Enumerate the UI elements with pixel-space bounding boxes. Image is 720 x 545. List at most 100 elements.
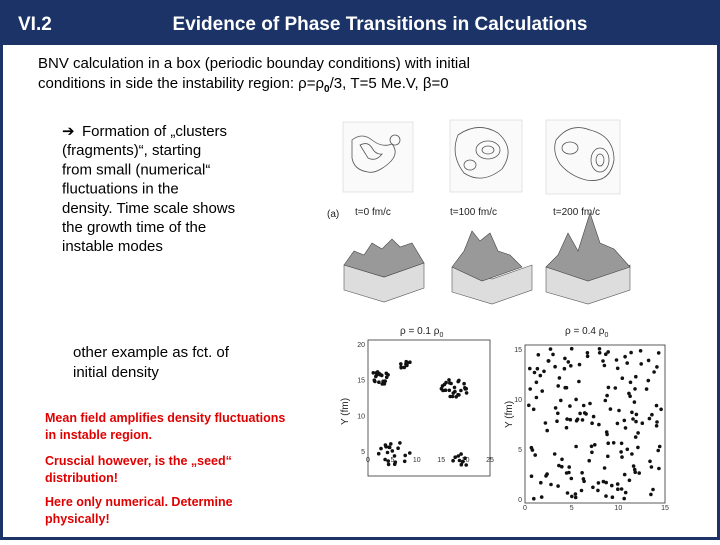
scatter-dot [557, 376, 562, 380]
scatter-dot [404, 360, 409, 365]
scatter-dot [634, 419, 638, 424]
x-tick-label: 15 [437, 457, 445, 464]
scatter-dot [593, 443, 597, 447]
text-part: = [307, 75, 316, 92]
time-label: t=0 fm/c [355, 207, 391, 218]
scatter-dot [568, 404, 572, 408]
scatter-dot [549, 482, 553, 487]
x-tick-label: 20 [462, 457, 470, 464]
subscript: 0 [604, 332, 608, 339]
scatter-dot [605, 393, 609, 398]
scatter-dot [533, 453, 537, 457]
symbol: β [423, 75, 432, 92]
x-tick-label: 0 [366, 457, 370, 464]
scatter-dot [384, 375, 389, 380]
scatter-dot [396, 446, 400, 451]
x-tick-label: 10 [614, 505, 622, 512]
scatter-dot [622, 418, 627, 423]
scatter-dot [631, 464, 636, 468]
time-label: t=100 fm/c [450, 207, 497, 218]
scatter-dot [459, 388, 463, 393]
scatter-dot [604, 480, 608, 485]
scatter-dot [619, 487, 624, 491]
scatter-dot [457, 378, 461, 383]
scatter-dot [601, 359, 605, 363]
note-line: in instable region. [45, 428, 152, 442]
note-line: Here only numerical. Determine [45, 495, 233, 509]
scatter-dot [582, 479, 586, 484]
scatter-dot [387, 445, 392, 450]
surface-plot [545, 212, 631, 305]
scatter-dot [386, 459, 391, 463]
scatter-dot [405, 363, 409, 368]
scatter-dot [628, 380, 633, 385]
scatter-dot [451, 391, 456, 395]
scatter-dot [441, 388, 445, 393]
scatter-dot [448, 394, 453, 399]
x-tick-label: 5 [570, 505, 574, 512]
scatter-dot [623, 426, 628, 430]
scatter-dot [614, 358, 619, 362]
y-tick-label: 5 [518, 447, 522, 454]
scatter-dot [566, 360, 571, 364]
scatter-dot [650, 412, 654, 417]
bullet-line: Formation of „clusters [82, 123, 227, 140]
scatter-dot [569, 476, 574, 481]
scatter-dot [597, 422, 601, 427]
scatter-dot [619, 450, 623, 454]
scatter-dot [373, 379, 377, 384]
scatter-dot [462, 381, 466, 386]
scatter-dot [632, 467, 637, 472]
y-tick-label: 5 [361, 449, 365, 456]
scatter-dot [630, 452, 634, 456]
panel-label: (a) [327, 209, 339, 220]
scatter-dot [371, 371, 376, 375]
scatter-dot [580, 418, 585, 422]
scatter-dot [553, 406, 558, 410]
scatter-dot [408, 451, 412, 455]
plot-frame [524, 344, 666, 504]
scatter-dot [532, 496, 536, 501]
bullet-block: ➔ Formation of „clusters (fragments)“, sta… [62, 123, 235, 255]
scatter-dot [379, 446, 383, 451]
scatter-dot [623, 490, 628, 495]
scatter-dot [636, 445, 640, 450]
scatter-dot [619, 441, 624, 446]
scatter-dot [616, 487, 620, 492]
scatter-dot [563, 385, 567, 390]
scatter-dot [659, 407, 663, 412]
scatter-dot [574, 397, 578, 402]
scatter-dot [652, 370, 656, 374]
scatter-dot [534, 395, 539, 400]
scatter-dot [540, 389, 544, 393]
scatter-dot [377, 380, 381, 385]
scatter-dot [603, 398, 608, 403]
scatter-dot [588, 401, 592, 406]
scatter-dot [408, 360, 412, 365]
scatter-dot [463, 386, 467, 390]
scatter-dot [464, 463, 469, 467]
scatter-dot [604, 494, 608, 498]
notes: Mean field amplifies density fluctuation… [45, 411, 285, 526]
scatter-dot [606, 385, 611, 390]
scatter-dot [569, 346, 574, 351]
scatter-dot [447, 378, 451, 382]
scatter-dot [597, 347, 602, 351]
scatter-dot [631, 417, 635, 421]
scatter-dot [617, 408, 621, 413]
scatter-dot [398, 441, 402, 445]
scatter-dot [602, 466, 607, 470]
scatter-dot [442, 382, 447, 387]
scatter-dot [378, 372, 382, 377]
scatter-dot [380, 382, 385, 386]
scatter-dot [633, 387, 637, 391]
scatter-dot [604, 352, 608, 357]
contour-plot [545, 119, 621, 195]
scatter-dot [589, 444, 594, 449]
scatter-dot [545, 428, 549, 433]
scatter-dot [590, 421, 594, 426]
scatter-dot [565, 417, 569, 421]
scatter-dot [546, 359, 551, 363]
scatter-dot [647, 416, 652, 421]
scatter-dot [634, 374, 638, 379]
